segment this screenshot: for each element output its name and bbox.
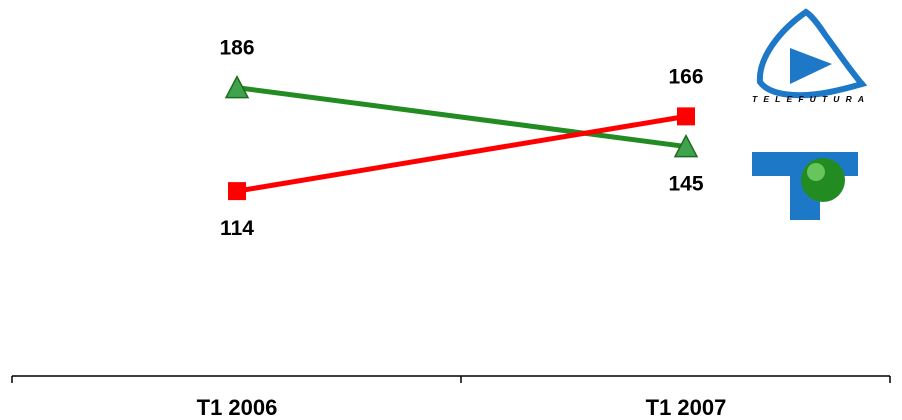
telemundo-logo — [752, 152, 858, 220]
telefutura-logo: TELEFUTURA — [752, 8, 868, 104]
category-label: T1 2007 — [646, 395, 727, 420]
data-label: 166 — [668, 65, 703, 88]
telemundo-globe-icon — [801, 158, 845, 202]
data-label: 114 — [220, 217, 254, 240]
telefutura-play-icon — [790, 48, 832, 84]
data-point-marker — [677, 107, 695, 126]
category-label: T1 2006 — [197, 395, 278, 420]
category-labels: T1 2006 T1 2007 — [197, 395, 727, 420]
series-group — [224, 75, 699, 201]
series-line — [236, 85, 687, 150]
data-point-marker — [224, 75, 250, 99]
data-point-marker — [673, 133, 699, 158]
data-label: 145 — [668, 173, 703, 196]
telemundo-globe-highlight — [807, 163, 825, 181]
data-label: 186 — [219, 37, 254, 60]
data-labels: 186 145 114 166 — [219, 37, 703, 241]
series-line — [236, 113, 687, 194]
data-point-marker — [228, 182, 246, 201]
telefutura-swirl-icon — [756, 8, 868, 99]
